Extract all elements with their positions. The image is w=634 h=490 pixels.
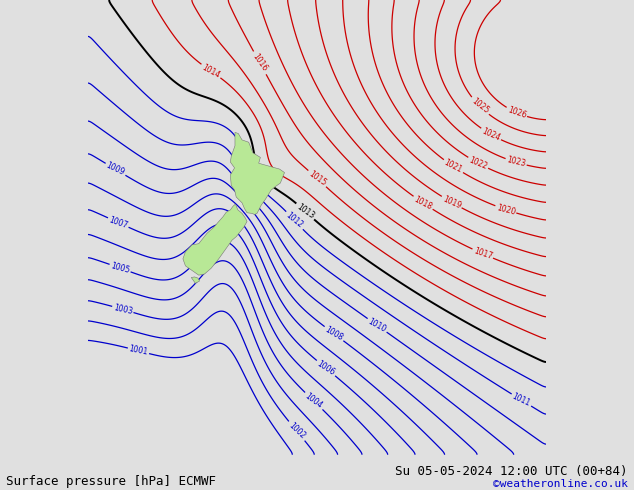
- Text: 1001: 1001: [128, 344, 149, 357]
- Text: 1019: 1019: [441, 194, 462, 210]
- Text: 1011: 1011: [511, 392, 532, 408]
- Text: 1015: 1015: [307, 170, 328, 188]
- Text: 1008: 1008: [323, 325, 344, 343]
- Text: 1005: 1005: [110, 261, 131, 275]
- Text: 1006: 1006: [315, 359, 337, 377]
- Text: 1022: 1022: [467, 155, 489, 171]
- Text: 1014: 1014: [200, 63, 221, 80]
- Text: 1003: 1003: [112, 303, 133, 316]
- Text: 1004: 1004: [303, 392, 324, 411]
- Polygon shape: [183, 204, 247, 275]
- Text: 1026: 1026: [506, 105, 527, 120]
- Text: 1021: 1021: [443, 158, 464, 175]
- Text: 1017: 1017: [472, 246, 493, 261]
- Text: 1012: 1012: [284, 211, 305, 230]
- Text: 1016: 1016: [250, 52, 269, 74]
- Text: Surface pressure [hPa] ECMWF: Surface pressure [hPa] ECMWF: [6, 474, 216, 488]
- Polygon shape: [191, 277, 200, 283]
- Text: 1002: 1002: [287, 421, 307, 441]
- Polygon shape: [230, 132, 285, 215]
- Text: 1010: 1010: [366, 317, 388, 334]
- Text: 1009: 1009: [105, 161, 126, 177]
- Text: 1013: 1013: [295, 202, 316, 220]
- Text: 1020: 1020: [495, 203, 516, 217]
- Text: 1007: 1007: [108, 215, 129, 230]
- Text: 1024: 1024: [481, 126, 501, 143]
- Text: 1018: 1018: [413, 195, 434, 211]
- Text: 1025: 1025: [470, 97, 490, 116]
- Text: 1023: 1023: [506, 156, 526, 169]
- Text: ©weatheronline.co.uk: ©weatheronline.co.uk: [493, 479, 628, 489]
- Text: Su 05-05-2024 12:00 UTC (00+84): Su 05-05-2024 12:00 UTC (00+84): [395, 465, 628, 478]
